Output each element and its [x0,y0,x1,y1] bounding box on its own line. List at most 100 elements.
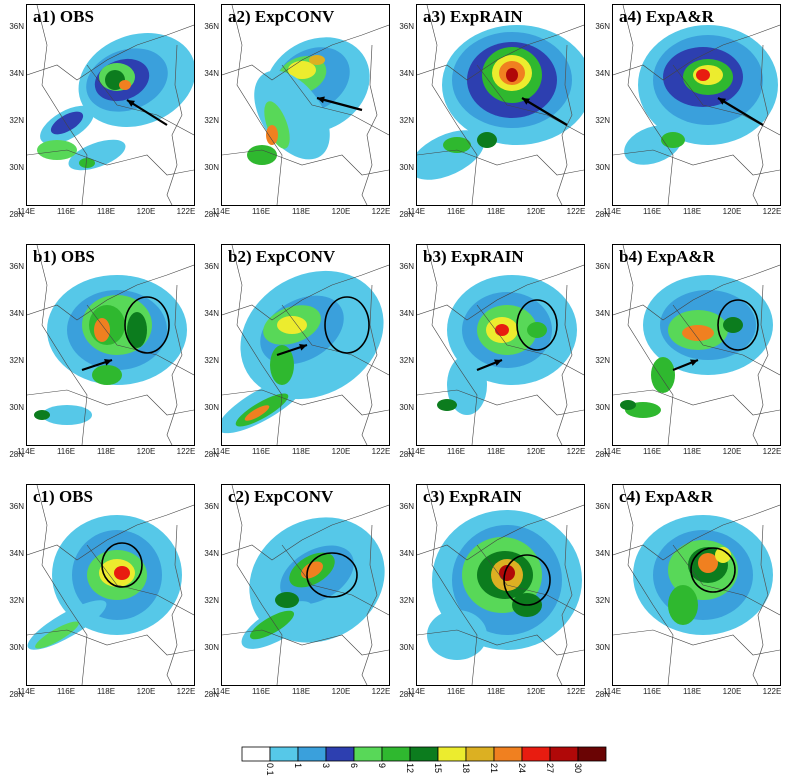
lon-tick-label: 116E [56,207,76,216]
lon-tick-label: 120E [722,207,742,216]
lat-tick-label: 28N [204,450,219,459]
lat-tick-label: 32N [204,596,219,605]
lon-tick-label: 122E [762,447,782,456]
lon-tick-label: 122E [371,687,391,696]
lat-tick-label: 34N [204,549,219,558]
pointer-arrow [521,97,568,126]
lon-tick-label: 116E [446,207,466,216]
map-panel-b2: b2) ExpCONV [221,244,390,446]
rainfall-map [613,245,780,445]
lon-tick-label: 116E [251,207,271,216]
map-panel-c2: c2) ExpCONV [221,484,390,686]
colorbar-swatch [353,746,383,762]
lon-tick-label: 122E [566,447,586,456]
lon-tick-label: 122E [762,207,782,216]
lat-tick-label: 30N [9,643,24,652]
lat-tick-label: 30N [595,643,610,652]
lat-tick-label: 36N [399,262,414,271]
panel-title: a2) ExpCONV [228,7,335,26]
lon-tick-label: 114E [16,207,36,216]
panel-title: b2) ExpCONV [228,247,336,266]
lat-tick-label: 36N [9,262,24,271]
lat-tick-label: 32N [9,116,24,125]
panel-title: c3) ExpRAIN [423,487,522,506]
lat-tick-label: 28N [9,210,24,219]
colorbar-swatch [297,746,327,762]
highlight-circle [101,542,143,588]
colorbar-label: 27 [545,763,555,774]
map-panel-b1: b1) OBS [26,244,195,446]
colorbar-swatch [325,746,355,762]
lon-tick-label: 120E [331,207,351,216]
panel-title: c4) ExpA&R [619,487,713,506]
lon-tick-label: 114E [602,447,622,456]
panel-title: a1) OBS [33,7,94,26]
colorbar-swatch [381,746,411,762]
lon-tick-label: 120E [722,687,742,696]
lon-tick-label: 120E [331,687,351,696]
map-panel-a3: a3) ExpRAIN [416,4,585,206]
arrow-head [494,359,502,366]
rainfall-map [613,5,780,205]
lon-tick-label: 116E [251,447,271,456]
lat-tick-label: 30N [9,163,24,172]
panel-title: b3) ExpRAIN [423,247,524,266]
lon-tick-label: 118E [682,447,702,456]
pointer-arrow [126,99,168,126]
colorbar-label: 30 [573,763,583,774]
arrow-head [522,98,530,105]
colorbar-swatch [437,746,467,762]
panel-title: a4) ExpA&R [619,7,714,26]
lat-tick-label: 30N [399,403,414,412]
lon-tick-label: 114E [211,207,231,216]
lat-tick-label: 36N [595,502,610,511]
lon-tick-label: 120E [526,447,546,456]
lon-tick-label: 122E [371,207,391,216]
colorbar-label: 18 [461,763,471,774]
lat-tick-label: 30N [9,403,24,412]
map-panel-a1: a1) OBS [26,4,195,206]
lat-tick-label: 36N [9,502,24,511]
highlight-circle [690,547,736,593]
lon-tick-label: 122E [176,207,196,216]
lat-tick-label: 28N [204,690,219,699]
panel-title: a3) ExpRAIN [423,7,523,26]
map-panel-b4: b4) ExpA&R [612,244,781,446]
map-panel-b3: b3) ExpRAIN [416,244,585,446]
lat-tick-label: 34N [399,69,414,78]
rainfall-map [27,5,194,205]
highlight-circle [124,296,170,354]
rainfall-map [417,245,584,445]
lon-tick-label: 122E [176,687,196,696]
pointer-arrow [717,97,764,126]
highlight-circle [324,296,370,354]
map-panel-a4: a4) ExpA&R [612,4,781,206]
lat-tick-label: 28N [399,690,414,699]
lon-tick-label: 118E [96,687,116,696]
lon-tick-label: 120E [136,447,156,456]
lat-tick-label: 34N [595,69,610,78]
rainfall-map [417,5,584,205]
lat-tick-label: 34N [204,69,219,78]
lon-tick-label: 118E [486,207,506,216]
lon-tick-label: 122E [566,687,586,696]
lon-tick-label: 120E [136,687,156,696]
lon-tick-label: 116E [642,207,662,216]
map-panel-c3: c3) ExpRAIN [416,484,585,686]
colorbar-swatch [269,746,299,762]
lat-tick-label: 34N [595,549,610,558]
map-panel-a2: a2) ExpCONV [221,4,390,206]
lat-tick-label: 28N [399,210,414,219]
lon-tick-label: 122E [762,687,782,696]
lon-tick-label: 114E [16,687,36,696]
pointer-arrow [316,96,363,112]
lon-tick-label: 114E [406,687,426,696]
rainfall-map [222,485,389,685]
lat-tick-label: 34N [595,309,610,318]
lat-tick-label: 32N [399,116,414,125]
lat-tick-label: 28N [399,450,414,459]
lon-tick-label: 120E [136,207,156,216]
colorbar-label: 24 [517,763,527,774]
arrow-head [127,100,135,107]
colorbar-swatch [521,746,551,762]
